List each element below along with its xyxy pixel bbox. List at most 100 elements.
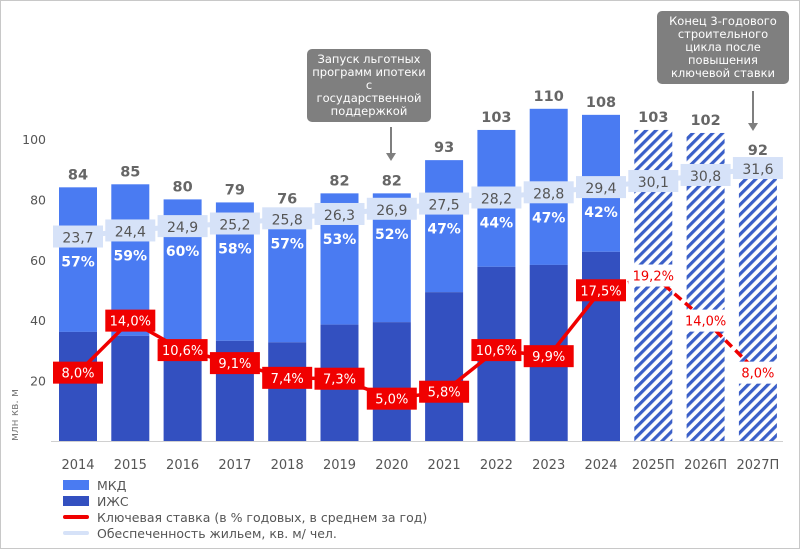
x-tick-label: 2026П xyxy=(684,458,727,473)
bar-izhs xyxy=(425,292,464,441)
legend-swatch xyxy=(63,496,89,506)
legend-line xyxy=(63,531,89,535)
mkd-share-label: 60% xyxy=(166,244,200,260)
legend-item-housing: Обеспеченность жильем, кв. м/ чел. xyxy=(63,525,427,541)
housing-label-box xyxy=(523,181,574,204)
bar-izhs xyxy=(372,322,411,441)
housing-label: 30,1 xyxy=(638,175,669,191)
x-tick-label: 2024 xyxy=(584,458,617,473)
mkd-share-label: 47% xyxy=(532,210,566,226)
key-rate-label-box xyxy=(262,366,313,389)
housing-label-box xyxy=(366,197,417,220)
key-rate-label: 10,6% xyxy=(476,344,517,359)
key-rate-label: 9,9% xyxy=(532,350,565,365)
housing-label: 24,4 xyxy=(115,224,146,240)
total-label: 93 xyxy=(434,140,454,156)
key-rate-label: 7,4% xyxy=(271,372,304,387)
bar-izhs xyxy=(59,331,97,441)
housing-label: 29,4 xyxy=(585,181,616,197)
housing-label: 26,9 xyxy=(376,203,407,219)
mkd-share-label: 57% xyxy=(61,255,95,271)
x-tick-label: 2019 xyxy=(323,458,356,473)
housing-label: 28,2 xyxy=(481,192,512,208)
key-rate-label: 14,0% xyxy=(110,315,151,330)
legend-swatch xyxy=(63,480,89,490)
key-rate-label-box xyxy=(209,352,260,375)
housing-label: 31,6 xyxy=(742,162,773,178)
housing-label: 25,2 xyxy=(219,218,250,234)
total-label: 76 xyxy=(277,191,297,207)
housing-label: 25,8 xyxy=(272,212,303,228)
mkd-share-label: 42% xyxy=(584,205,618,221)
key-rate-label: 5,8% xyxy=(428,386,461,401)
key-rate-label-box xyxy=(628,264,679,287)
housing-label-box xyxy=(680,163,731,186)
x-tick-label: 2021 xyxy=(428,458,461,473)
key-rate-label: 17,5% xyxy=(580,284,621,299)
housing-label-box xyxy=(314,202,365,225)
legend-line xyxy=(63,515,89,519)
legend-label: МКД xyxy=(97,477,127,493)
housing-label-box xyxy=(419,192,470,215)
bar-mkd xyxy=(59,187,97,332)
total-label: 80 xyxy=(173,179,193,195)
housing-label: 30,8 xyxy=(690,169,721,185)
y-tick-label: 80 xyxy=(30,192,46,207)
x-tick-label: 2020 xyxy=(375,458,408,473)
housing-label: 23,7 xyxy=(62,231,93,247)
legend-item-key-rate: Ключевая ставка (в % годовых, в среднем … xyxy=(63,509,427,525)
housing-label: 24,9 xyxy=(167,220,198,236)
key-rate-label: 8,0% xyxy=(741,367,774,382)
key-rate-label: 7,3% xyxy=(323,373,356,388)
total-label: 84 xyxy=(68,167,88,183)
legend-item-izhs: ИЖС xyxy=(63,493,427,509)
key-rate-label-box xyxy=(53,361,103,384)
mkd-share-label: 58% xyxy=(218,242,252,258)
bar-mkd xyxy=(268,211,307,343)
key-rate-label-box xyxy=(576,279,626,302)
key-rate-label: 14,0% xyxy=(685,315,726,330)
y-tick-label: 20 xyxy=(30,374,46,389)
mkd-share-label: 52% xyxy=(375,227,409,243)
total-label: 85 xyxy=(120,164,140,180)
key-rate-label: 8,0% xyxy=(61,367,94,382)
mkd-share-label: 44% xyxy=(480,216,514,232)
total-label: 82 xyxy=(329,173,349,189)
x-tick-label: 2018 xyxy=(271,458,304,473)
key-rate-label-box xyxy=(471,339,522,362)
housing-label: 26,3 xyxy=(324,208,355,224)
legend-item-mkd: МКД xyxy=(63,477,427,493)
legend-label: Ключевая ставка (в % годовых, в среднем … xyxy=(97,509,428,525)
key-rate-label-box xyxy=(105,309,156,332)
bar-izhs xyxy=(111,335,150,441)
housing-label-box xyxy=(105,219,156,242)
x-tick-label: 2027П xyxy=(736,458,779,473)
key-rate-label: 10,6% xyxy=(162,344,203,359)
x-tick-label: 2023 xyxy=(532,458,565,473)
key-rate-label-box xyxy=(157,339,208,362)
y-axis-label: млн кв. м xyxy=(9,389,21,441)
x-tick-label: 2016 xyxy=(166,458,199,473)
mkd-share-label: 57% xyxy=(270,236,304,252)
x-tick-label: 2025П xyxy=(632,458,675,473)
housing-label-box xyxy=(53,225,103,248)
x-tick-label: 2022 xyxy=(480,458,513,473)
key-rate-label: 9,1% xyxy=(218,357,251,372)
mkd-share-label: 53% xyxy=(323,232,357,248)
housing-label-box xyxy=(157,215,208,238)
annotation-box-2020: Запуск льготных программ ипотеки с госуд… xyxy=(307,49,431,122)
legend-label: ИЖС xyxy=(97,493,129,509)
total-label: 103 xyxy=(638,110,668,126)
housing-label-box xyxy=(732,157,783,180)
housing-label-box xyxy=(471,186,522,209)
total-label: 103 xyxy=(481,110,511,126)
housing-label: 27,5 xyxy=(429,198,460,214)
key-rate-label: 5,0% xyxy=(375,393,408,408)
x-tick-label: 2017 xyxy=(218,458,251,473)
annotation-box-2027: Конец 3-годового строительного цикла пос… xyxy=(657,11,789,84)
key-rate-label-box xyxy=(314,367,365,390)
housing-label-box xyxy=(262,207,313,230)
y-tick-label: 60 xyxy=(30,253,46,268)
key-rate-label-box xyxy=(366,387,417,410)
